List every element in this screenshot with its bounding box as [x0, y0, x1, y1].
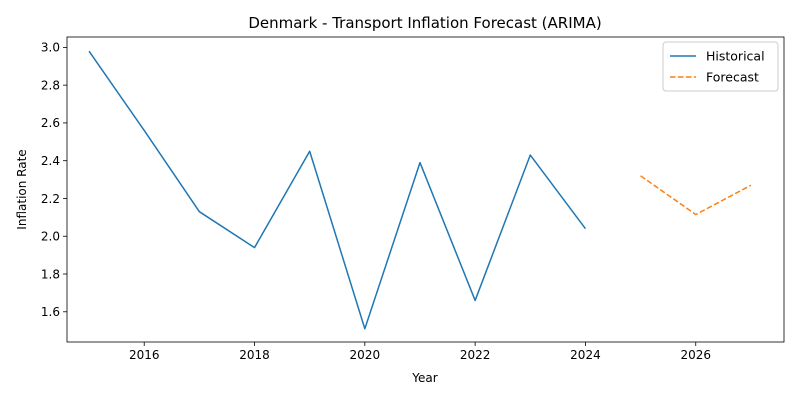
y-tick-label: 2.2	[41, 192, 60, 206]
x-tick-label: 2026	[680, 348, 711, 362]
plot-frame	[66, 36, 785, 343]
x-tick-label: 2024	[570, 348, 601, 362]
legend-label-historical: Historical	[706, 49, 765, 64]
y-tick-label: 2.0	[41, 230, 60, 244]
x-tick-label: 2016	[129, 348, 160, 362]
series-line-historical	[88, 50, 587, 330]
y-tick-label: 2.8	[41, 78, 60, 92]
plot-area: 2016 2018 2020 2022 2024 2026 1.6 1.8 2.0 2.2 2.4 2…	[41, 41, 752, 362]
legend-box	[662, 41, 779, 92]
y-tick-label: 2.6	[41, 116, 60, 130]
legend: Historical Forecast	[662, 41, 779, 92]
y-tick-label: 1.6	[41, 305, 60, 319]
y-axis-title: Inflation Rate	[15, 149, 29, 229]
x-tick-label: 2020	[350, 348, 381, 362]
y-tick-label: 1.8	[41, 267, 60, 281]
y-tick-label: 2.4	[41, 154, 60, 168]
series-line-forecast	[640, 175, 752, 216]
x-tick-label: 2018	[239, 348, 270, 362]
legend-label-forecast: Forecast	[706, 70, 759, 85]
y-tick-label: 3.0	[41, 41, 60, 55]
chart-title: Denmark - Transport Inflation Forecast (…	[248, 14, 601, 32]
x-tick-label: 2022	[460, 348, 491, 362]
x-axis-title: Year	[411, 371, 437, 385]
